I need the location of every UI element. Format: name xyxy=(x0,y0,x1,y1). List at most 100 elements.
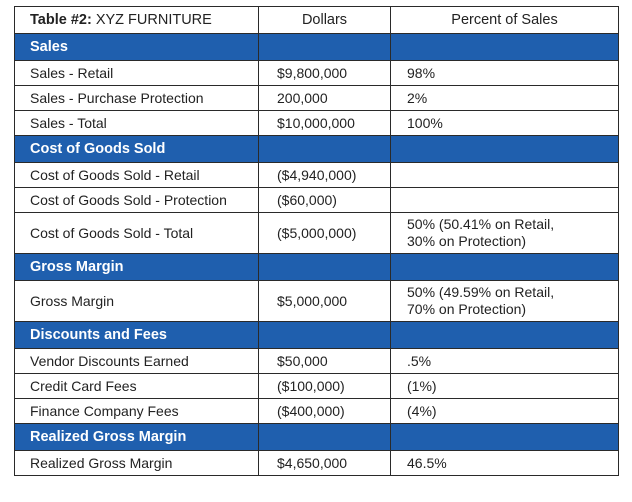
column-header: Percent of Sales xyxy=(451,11,558,28)
header-row: Table #2: XYZ FURNITURE Dollars Percent … xyxy=(14,6,619,34)
header-cell: Percent of Sales xyxy=(390,6,619,34)
label-cell: Sales - Retail xyxy=(14,60,259,86)
dollars-cell: 200,000 xyxy=(258,85,391,111)
percent-value: (4%) xyxy=(407,402,437,419)
section-title: Realized Gross Margin xyxy=(30,428,187,445)
section-title: Gross Margin xyxy=(30,258,124,275)
percent-cell: (4%) xyxy=(390,398,619,424)
row-label: Finance Company Fees xyxy=(30,402,179,419)
data-row: Cost of Goods Sold - Retail ($4,940,000) xyxy=(14,162,619,188)
section-row: Realized Gross Margin xyxy=(14,423,619,451)
title-text: XYZ FURNITURE xyxy=(95,11,212,28)
dollars-cell: $9,800,000 xyxy=(258,60,391,86)
data-row: Cost of Goods Sold - Protection ($60,000) xyxy=(14,187,619,213)
label-cell: Finance Company Fees xyxy=(14,398,259,424)
data-row: Realized Gross Margin $4,650,000 46.5% xyxy=(14,450,619,476)
row-label: Realized Gross Margin xyxy=(30,454,173,471)
percent-value: 46.5% xyxy=(407,454,447,471)
data-row: Finance Company Fees ($400,000) (4%) xyxy=(14,398,619,424)
section-cell xyxy=(390,253,619,281)
data-row: Vendor Discounts Earned $50,000 .5% xyxy=(14,348,619,374)
row-label: Vendor Discounts Earned xyxy=(30,352,189,369)
data-row: Cost of Goods Sold - Total ($5,000,000) 50… xyxy=(14,212,619,254)
dollars-value: ($100,000) xyxy=(277,377,345,394)
data-row: Gross Margin $5,000,000 50% (49.59% on Ret… xyxy=(14,280,619,322)
header-cell: Dollars xyxy=(258,6,391,34)
section-cell xyxy=(258,33,391,61)
row-label: Credit Card Fees xyxy=(30,377,137,394)
label-cell: Credit Card Fees xyxy=(14,373,259,399)
column-header: Dollars xyxy=(301,11,348,28)
dollars-value: $10,000,000 xyxy=(277,114,355,131)
dollars-value: ($4,940,000) xyxy=(277,166,357,183)
percent-cell: 50% (50.41% on Retail, 30% on Protection) xyxy=(390,212,619,254)
label-cell: Cost of Goods Sold - Total xyxy=(14,212,259,254)
row-label: Gross Margin xyxy=(30,292,115,309)
section-row: Gross Margin xyxy=(14,253,619,281)
dollars-cell: $10,000,000 xyxy=(258,110,391,136)
section-cell xyxy=(258,253,391,281)
section-cell xyxy=(390,423,619,451)
dollars-value: ($400,000) xyxy=(277,402,345,419)
percent-value: 30% on Protection) xyxy=(407,233,527,249)
section-title: Sales xyxy=(30,38,68,55)
section-cell: Discounts and Fees xyxy=(14,321,259,349)
title-bold: Table #2: xyxy=(30,11,92,28)
percent-value: 50% (49.59% on Retail, xyxy=(407,284,555,300)
percent-value: 50% (50.41% on Retail, xyxy=(407,216,555,232)
row-label: Sales - Total xyxy=(30,114,107,131)
section-cell xyxy=(390,135,619,163)
dollars-value: ($60,000) xyxy=(277,191,337,208)
section-cell: Sales xyxy=(14,33,259,61)
percent-value: .5% xyxy=(407,352,432,369)
data-row: Sales - Purchase Protection 200,000 2% xyxy=(14,85,619,111)
dollars-value: $4,650,000 xyxy=(277,454,348,471)
dollars-value: 200,000 xyxy=(277,89,328,106)
percent-cell: (1%) xyxy=(390,373,619,399)
percent-cell xyxy=(390,187,619,213)
row-label: Cost of Goods Sold - Total xyxy=(30,224,194,241)
dollars-value: $50,000 xyxy=(277,352,328,369)
section-cell xyxy=(258,321,391,349)
percent-cell: 50% (49.59% on Retail, 70% on Protection) xyxy=(390,280,619,322)
percent-cell xyxy=(390,162,619,188)
label-cell: Sales - Total xyxy=(14,110,259,136)
dollars-cell: $5,000,000 xyxy=(258,280,391,322)
percent-cell: 100% xyxy=(390,110,619,136)
label-cell: Vendor Discounts Earned xyxy=(14,348,259,374)
dollars-cell: $50,000 xyxy=(258,348,391,374)
percent-cell: .5% xyxy=(390,348,619,374)
section-title: Cost of Goods Sold xyxy=(30,140,166,157)
data-row: Credit Card Fees ($100,000) (1%) xyxy=(14,373,619,399)
percent-value: (1%) xyxy=(407,377,437,394)
label-cell: Gross Margin xyxy=(14,280,259,322)
data-row: Sales - Total $10,000,000 100% xyxy=(14,110,619,136)
dollars-cell: ($60,000) xyxy=(258,187,391,213)
data-row: Sales - Retail $9,800,000 98% xyxy=(14,60,619,86)
dollars-cell: ($400,000) xyxy=(258,398,391,424)
dollars-cell: ($5,000,000) xyxy=(258,212,391,254)
percent-cell: 2% xyxy=(390,85,619,111)
row-label: Cost of Goods Sold - Protection xyxy=(30,191,227,208)
section-row: Cost of Goods Sold xyxy=(14,135,619,163)
section-cell: Realized Gross Margin xyxy=(14,423,259,451)
percent-value: 100% xyxy=(407,114,443,131)
dollars-value: $5,000,000 xyxy=(277,292,348,309)
section-cell xyxy=(390,321,619,349)
section-cell: Cost of Goods Sold xyxy=(14,135,259,163)
section-row: Discounts and Fees xyxy=(14,321,619,349)
section-title: Discounts and Fees xyxy=(30,326,167,343)
financial-table: Table #2: XYZ FURNITURE Dollars Percent … xyxy=(14,6,619,476)
row-label: Sales - Retail xyxy=(30,64,114,81)
section-cell xyxy=(258,423,391,451)
row-label: Sales - Purchase Protection xyxy=(30,89,204,106)
section-cell xyxy=(258,135,391,163)
dollars-cell: ($100,000) xyxy=(258,373,391,399)
percent-cell: 98% xyxy=(390,60,619,86)
percent-value: 98% xyxy=(407,64,436,81)
dollars-cell: ($4,940,000) xyxy=(258,162,391,188)
label-cell: Sales - Purchase Protection xyxy=(14,85,259,111)
section-cell: Gross Margin xyxy=(14,253,259,281)
percent-value: 70% on Protection) xyxy=(407,301,527,317)
